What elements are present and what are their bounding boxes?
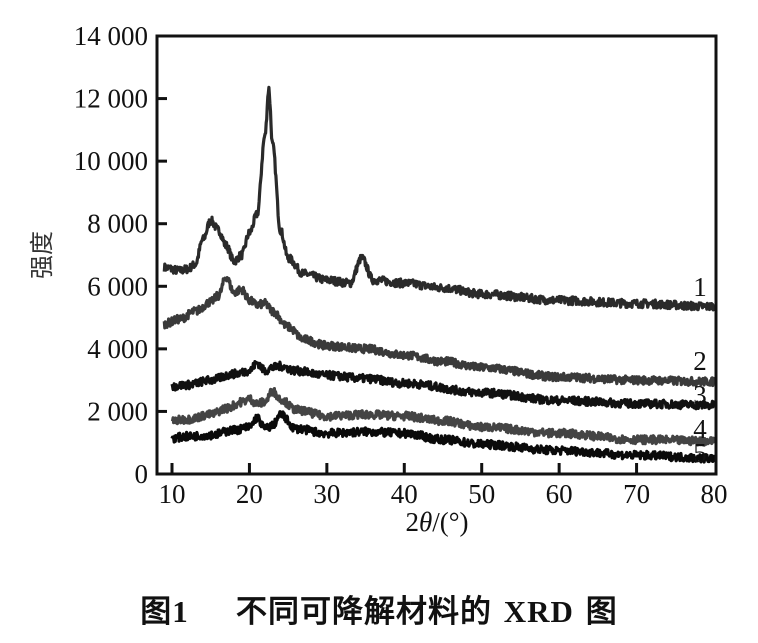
x-tick-label: 70 xyxy=(623,479,650,509)
curve-label-1: 1 xyxy=(693,272,707,302)
y-tick-label: 8 000 xyxy=(87,209,148,239)
plot-frame xyxy=(155,34,718,476)
x-axis-ticks: 10 20 30 40 50 60 70 80 xyxy=(159,463,728,509)
y-tick-label: 10 000 xyxy=(74,146,148,176)
y-axis-title: 强度 xyxy=(28,231,56,279)
series-3-curve xyxy=(170,360,715,411)
series-2-curve xyxy=(162,276,715,388)
x-tick-label: 30 xyxy=(313,479,340,509)
figure-caption: 图1 不同可降解材料的 XRD 图 xyxy=(0,586,758,631)
x-tick-label: 40 xyxy=(391,479,418,509)
series-1-curve xyxy=(162,85,715,312)
curve-label-5: 5 xyxy=(693,438,707,468)
series-5-curve xyxy=(170,410,715,464)
x-tick-label: 10 xyxy=(159,479,186,509)
y-axis-ticks: 0 2 000 4 000 6 000 8 000 10 000 12 000 14 000 xyxy=(74,21,167,489)
y-tick-label: 6 000 xyxy=(87,271,148,301)
curve-label-2: 2 xyxy=(693,346,707,376)
x-axis-title: 2θ/(°) xyxy=(405,507,468,537)
y-tick-label: 12 000 xyxy=(74,84,148,114)
y-tick-label: 14 000 xyxy=(74,21,148,51)
y-tick-label: 4 000 xyxy=(87,334,148,364)
x-tick-label: 60 xyxy=(546,479,573,509)
caption-number: 1 xyxy=(172,594,189,629)
series-4-curve xyxy=(170,387,715,447)
x-tick-label: 50 xyxy=(468,479,495,509)
data-curves xyxy=(162,85,715,464)
caption-prefix: 图 xyxy=(140,594,173,630)
caption-suffix: 图 xyxy=(585,594,618,630)
y-tick-label: 2 000 xyxy=(87,396,148,426)
curve-label-3: 3 xyxy=(693,380,707,410)
curve-label-4: 4 xyxy=(693,414,707,444)
caption-text: 不同可降解材料的 xyxy=(235,594,492,630)
caption-abbr: XRD xyxy=(503,594,574,629)
x-tick-label: 20 xyxy=(236,479,263,509)
curve-labels: 1 2 3 45 xyxy=(693,272,707,468)
x-tick-label: 80 xyxy=(701,479,728,509)
y-tick-label: 0 xyxy=(135,459,149,489)
